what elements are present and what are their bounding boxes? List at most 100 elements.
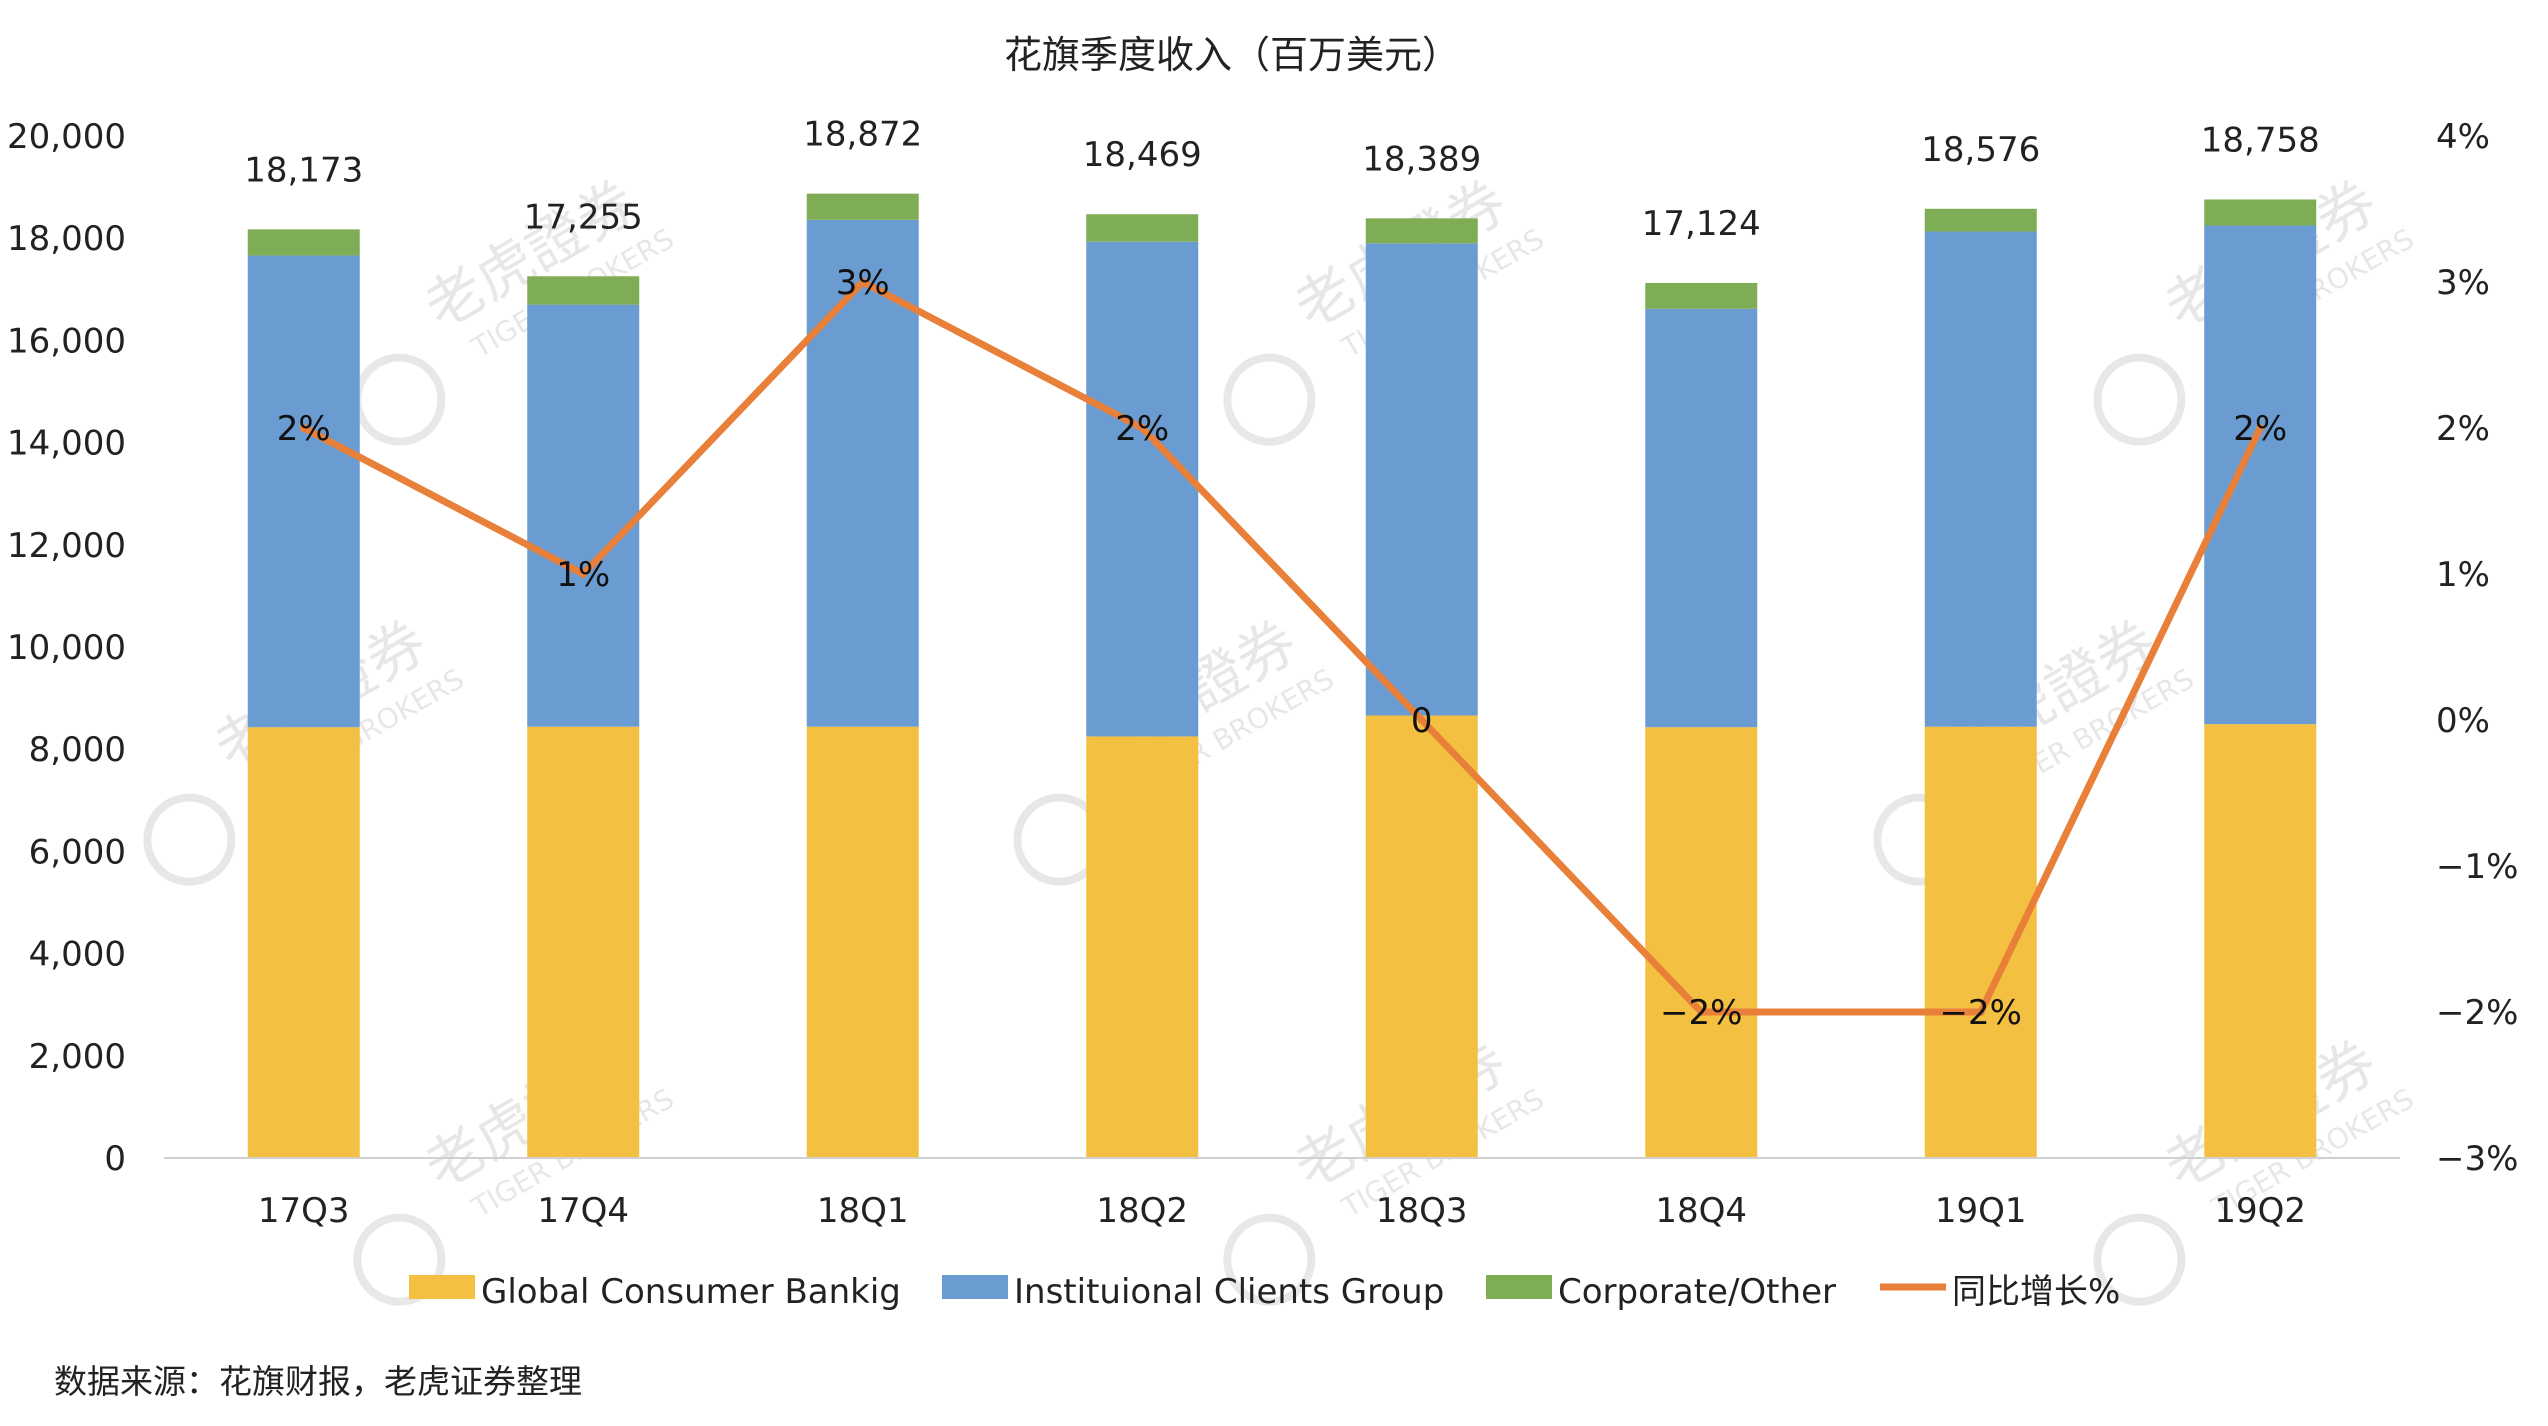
yoy-point xyxy=(858,278,867,286)
yoy-label: 1% xyxy=(556,555,610,595)
legend-label: Global Consumer Bankig xyxy=(481,1272,901,1312)
y-tick-label: 12,000 xyxy=(7,526,126,566)
bar-segment xyxy=(1645,308,1758,728)
yoy-point xyxy=(2256,424,2265,432)
yoy-point xyxy=(1138,424,1147,432)
total-label: 17,255 xyxy=(524,197,643,237)
bar-segment xyxy=(1924,726,2037,1158)
watermark-logo-icon xyxy=(2093,353,2186,446)
chart-title: 花旗季度收入（百万美元） xyxy=(1004,33,1460,77)
total-label: 18,758 xyxy=(2201,120,2320,160)
x-tick-label: 17Q4 xyxy=(537,1191,629,1231)
yoy-label: −2% xyxy=(1660,993,1742,1033)
yoy-label: 2% xyxy=(2233,409,2287,449)
y-tick-label: 2,000 xyxy=(29,1037,126,1077)
legend-swatch xyxy=(942,1275,1008,1299)
bar-segment xyxy=(1086,241,1199,737)
watermark-logo-icon xyxy=(353,353,446,446)
bar-segment xyxy=(806,726,919,1158)
total-label: 18,389 xyxy=(1362,139,1481,179)
watermark-logo-icon xyxy=(2093,1213,2186,1306)
bar-segment xyxy=(1365,218,1478,244)
x-tick-label: 18Q3 xyxy=(1376,1191,1468,1231)
y2-tick-label: −2% xyxy=(2436,993,2518,1033)
total-label: 18,872 xyxy=(803,115,922,155)
bar-segment xyxy=(1645,282,1758,309)
bar-segment xyxy=(1086,736,1199,1158)
x-axis: 17Q3 17Q4 18Q1 18Q2 18Q3 18Q4 19Q1 19Q2 xyxy=(258,1191,2306,1231)
bar-segment xyxy=(1924,231,2037,727)
y2-tick-label: 3% xyxy=(2436,263,2490,303)
y-tick-label: 4,000 xyxy=(29,935,126,975)
yoy-label: 2% xyxy=(277,409,331,449)
x-tick-label: 18Q2 xyxy=(1096,1191,1188,1231)
watermark-logo-icon xyxy=(353,1213,446,1306)
y2-tick-label: 4% xyxy=(2436,117,2490,157)
bar-segment xyxy=(2204,199,2317,226)
x-tick-label: 18Q1 xyxy=(817,1191,909,1231)
y-axis-right: −3% −2% −1% 0% 1% 2% 3% 4% xyxy=(2436,117,2518,1179)
yoy-point xyxy=(579,570,588,578)
y-axis-left: 0 2,000 4,000 6,000 8,000 10,000 12,000 14,000 1… xyxy=(7,117,126,1179)
total-label: 18,173 xyxy=(244,150,363,190)
y2-tick-label: 1% xyxy=(2436,555,2490,595)
y-tick-label: 8,000 xyxy=(29,730,126,770)
yoy-line-group: 2% 1% 3% 2% 0 −2% −2% 2% xyxy=(277,263,2287,1033)
y2-tick-label: −1% xyxy=(2436,847,2518,887)
bar-segment xyxy=(1086,214,1199,242)
x-tick-label: 19Q2 xyxy=(2214,1191,2306,1231)
y-tick-label: 6,000 xyxy=(29,832,126,872)
watermark-logo-icon xyxy=(143,793,236,886)
yoy-point xyxy=(1697,1008,1706,1016)
x-tick-label: 19Q1 xyxy=(1935,1191,2027,1231)
y2-tick-label: 0% xyxy=(2436,701,2490,741)
yoy-label: 2% xyxy=(1115,409,1169,449)
x-tick-label: 17Q3 xyxy=(258,1191,350,1231)
bar-segment xyxy=(1924,208,2037,232)
total-labels: 18,173 17,255 18,872 18,469 18,389 17,124 18,5… xyxy=(244,115,2319,244)
yoy-line xyxy=(302,278,2264,1016)
legend-label: 同比增长% xyxy=(1952,1272,2120,1312)
bar-segment xyxy=(2204,225,2317,725)
y-tick-label: 18,000 xyxy=(7,219,126,259)
legend-label: Corporate/Other xyxy=(1558,1272,1836,1312)
bar-segment xyxy=(806,193,919,220)
legend-swatch xyxy=(1486,1275,1552,1299)
y2-tick-label: 2% xyxy=(2436,409,2490,449)
bar-segment xyxy=(247,229,360,256)
y-tick-label: 0 xyxy=(104,1139,126,1179)
yoy-label: 3% xyxy=(836,263,890,303)
legend-label: Instituional Clients Group xyxy=(1014,1272,1444,1312)
watermark-logo-icon xyxy=(1223,1213,1316,1306)
total-label: 18,576 xyxy=(1921,130,2040,170)
yoy-point xyxy=(1976,1008,1985,1016)
bars xyxy=(247,193,2317,1158)
bar-segment xyxy=(1365,715,1478,1158)
bar-segment xyxy=(527,726,640,1158)
source-note: 数据来源：花旗财报，老虎证券整理 xyxy=(54,1362,582,1401)
yoy-point xyxy=(1417,716,1426,724)
bar-segment xyxy=(527,276,640,305)
bar-segment xyxy=(1365,243,1478,716)
legend: Global Consumer Bankig Instituional Clien… xyxy=(409,1272,2120,1312)
y-tick-label: 20,000 xyxy=(7,117,126,157)
yoy-point xyxy=(299,424,308,432)
bar-segment xyxy=(527,304,640,727)
bar-segment xyxy=(247,255,360,728)
legend-swatch xyxy=(409,1275,475,1299)
total-label: 17,124 xyxy=(1642,204,1761,244)
y-tick-label: 14,000 xyxy=(7,424,126,464)
y-tick-label: 16,000 xyxy=(7,321,126,361)
x-tick-label: 18Q4 xyxy=(1655,1191,1747,1231)
total-label: 18,469 xyxy=(1083,135,1202,175)
yoy-label: −2% xyxy=(1940,993,2022,1033)
watermark-logo-icon xyxy=(1223,353,1316,446)
yoy-label: 0 xyxy=(1411,701,1433,741)
bar-segment xyxy=(1645,727,1758,1158)
y2-tick-label: −3% xyxy=(2436,1139,2518,1179)
y-tick-label: 10,000 xyxy=(7,628,126,668)
bar-segment xyxy=(2204,724,2317,1158)
bar-segment xyxy=(247,727,360,1158)
